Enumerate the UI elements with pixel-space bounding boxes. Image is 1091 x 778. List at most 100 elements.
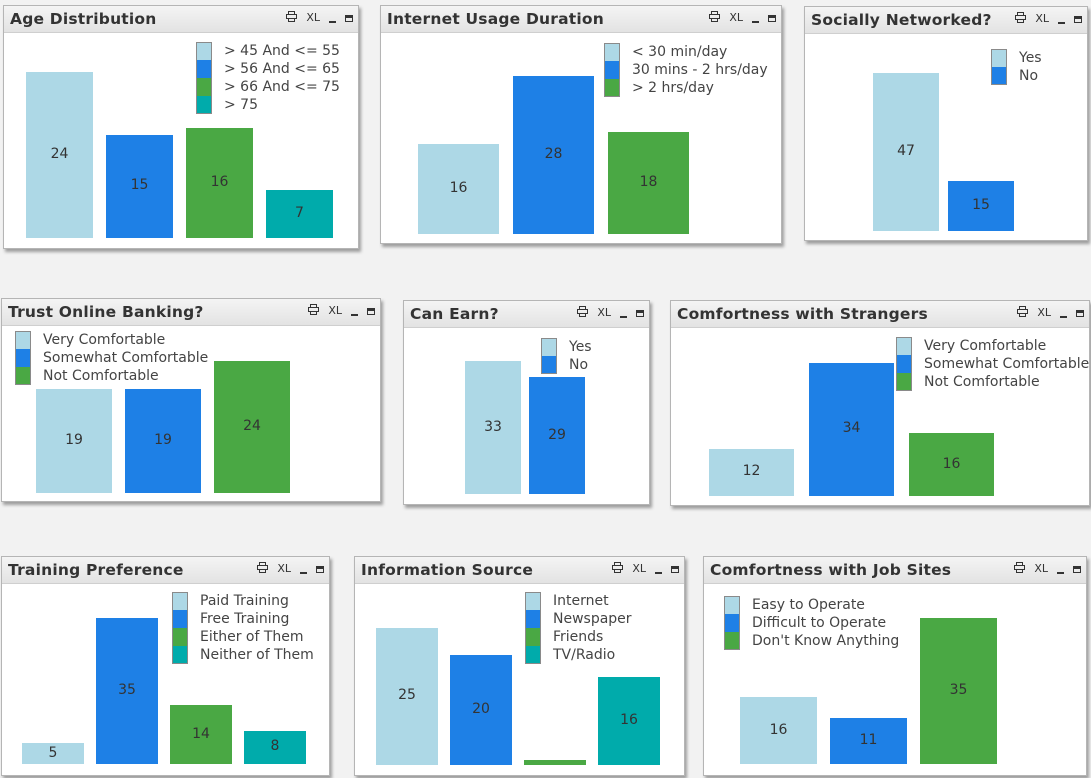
legend-item[interactable]: < 30 min/day (604, 43, 768, 61)
minimize-icon[interactable] (1057, 571, 1064, 574)
legend-item[interactable]: Very Comfortable (896, 337, 1089, 355)
minimize-icon[interactable] (655, 571, 662, 574)
minimize-icon[interactable] (300, 571, 307, 574)
panel-titlebar[interactable]: Socially Networked? XL (805, 7, 1087, 34)
legend-item[interactable]: Either of Them (172, 628, 314, 646)
bar-very-comfortable[interactable] (709, 448, 794, 496)
panel-titlebar[interactable]: Internet Usage Duration XL (381, 6, 781, 33)
legend-item[interactable]: > 75 (196, 96, 340, 114)
bar-newspaper[interactable] (450, 655, 512, 765)
legend-item[interactable]: Don't Know Anything (724, 632, 899, 650)
legend-item[interactable]: Neither of Them (172, 646, 314, 664)
bar-56-and-65[interactable] (106, 134, 173, 238)
panel-titlebar[interactable]: Comfortness with Job Sites XL (704, 557, 1086, 584)
legend-item[interactable]: Newspaper (525, 610, 632, 628)
print-icon[interactable] (1017, 306, 1029, 320)
bar-very-comfortable[interactable] (36, 388, 112, 493)
bar-either-of-them[interactable] (170, 705, 232, 764)
maximize-icon[interactable] (1073, 565, 1081, 573)
legend-item[interactable]: Yes (991, 49, 1042, 67)
bar-yes[interactable] (465, 361, 521, 494)
panel-titlebar[interactable]: Age Distribution XL (4, 6, 358, 33)
legend-item[interactable]: Somewhat Comfortable (896, 355, 1089, 373)
send-to-excel-button[interactable]: XL (277, 562, 291, 575)
legend-item[interactable]: Not Comfortable (896, 373, 1089, 391)
send-to-excel-button[interactable]: XL (328, 304, 342, 317)
minimize-icon[interactable] (1060, 315, 1067, 318)
maximize-icon[interactable] (671, 565, 679, 573)
legend-item[interactable]: Somewhat Comfortable (15, 349, 208, 367)
legend-item[interactable]: TV/Radio (525, 646, 632, 664)
send-to-excel-button[interactable]: XL (1037, 306, 1051, 319)
legend-item[interactable]: Not Comfortable (15, 367, 208, 385)
legend-item[interactable]: Paid Training (172, 592, 314, 610)
bar-paid-training[interactable] (22, 743, 84, 764)
print-icon[interactable] (308, 304, 320, 318)
bar-friends[interactable] (524, 759, 586, 765)
bar-don-t-know-anything[interactable] (920, 617, 997, 764)
bar-no[interactable] (948, 180, 1014, 231)
legend-item[interactable]: > 2 hrs/day (604, 79, 768, 97)
print-icon[interactable] (257, 562, 269, 576)
legend-item[interactable]: > 45 And <= 55 (196, 42, 340, 60)
bar-not-comfortable[interactable] (214, 361, 290, 493)
bar-2-hrs-day[interactable] (608, 132, 689, 234)
panel-titlebar[interactable]: Information Source XL (355, 557, 684, 584)
bar-not-comfortable[interactable] (909, 433, 994, 496)
legend-item[interactable]: Easy to Operate (724, 596, 899, 614)
bar-somewhat-comfortable[interactable] (809, 362, 894, 496)
bar-75[interactable] (266, 189, 333, 238)
legend-item[interactable]: No (541, 356, 592, 374)
panel-titlebar[interactable]: Trust Online Banking? XL (2, 299, 380, 326)
bar-45-and-55[interactable] (26, 72, 93, 238)
minimize-icon[interactable] (329, 20, 336, 23)
send-to-excel-button[interactable]: XL (729, 11, 743, 24)
maximize-icon[interactable] (367, 307, 375, 315)
maximize-icon[interactable] (636, 309, 644, 317)
minimize-icon[interactable] (351, 313, 358, 316)
legend-item[interactable]: Very Comfortable (15, 331, 208, 349)
panel-titlebar[interactable]: Comfortness with Strangers XL (671, 301, 1089, 328)
legend-item[interactable]: 30 mins - 2 hrs/day (604, 61, 768, 79)
legend-item[interactable]: Internet (525, 592, 632, 610)
send-to-excel-button[interactable]: XL (306, 11, 320, 24)
maximize-icon[interactable] (768, 14, 776, 22)
send-to-excel-button[interactable]: XL (1034, 562, 1048, 575)
legend-item[interactable]: > 66 And <= 75 (196, 78, 340, 96)
panel-titlebar[interactable]: Training Preference XL (2, 557, 329, 584)
legend-item[interactable]: No (991, 67, 1042, 85)
panel-titlebar[interactable]: Can Earn? XL (404, 301, 649, 328)
bar-tv-radio[interactable] (598, 677, 660, 765)
legend-item[interactable]: Difficult to Operate (724, 614, 899, 632)
legend-item[interactable]: Free Training (172, 610, 314, 628)
print-icon[interactable] (709, 11, 721, 25)
legend-item[interactable]: Yes (541, 338, 592, 356)
bar-free-training[interactable] (96, 617, 158, 764)
maximize-icon[interactable] (345, 14, 353, 22)
bar-somewhat-comfortable[interactable] (125, 388, 201, 493)
maximize-icon[interactable] (1076, 309, 1084, 317)
bar-difficult-to-operate[interactable] (830, 718, 907, 764)
maximize-icon[interactable] (1074, 15, 1082, 23)
minimize-icon[interactable] (752, 20, 759, 23)
bar-30-min-day[interactable] (418, 143, 499, 234)
bar-neither-of-them[interactable] (244, 730, 306, 764)
bar-30-mins-2-hrs-day[interactable] (513, 76, 594, 234)
send-to-excel-button[interactable]: XL (1035, 12, 1049, 25)
print-icon[interactable] (1015, 12, 1027, 26)
bar-66-and-75[interactable] (186, 127, 253, 238)
maximize-icon[interactable] (316, 565, 324, 573)
minimize-icon[interactable] (1058, 21, 1065, 24)
send-to-excel-button[interactable]: XL (632, 562, 646, 575)
print-icon[interactable] (286, 11, 298, 25)
print-icon[interactable] (1014, 562, 1026, 576)
print-icon[interactable] (577, 306, 589, 320)
legend-item[interactable]: Friends (525, 628, 632, 646)
legend-item[interactable]: > 56 And <= 65 (196, 60, 340, 78)
send-to-excel-button[interactable]: XL (597, 306, 611, 319)
print-icon[interactable] (612, 562, 624, 576)
bar-internet[interactable] (376, 627, 438, 765)
bar-yes[interactable] (873, 73, 939, 231)
minimize-icon[interactable] (620, 315, 627, 318)
bar-easy-to-operate[interactable] (740, 697, 817, 764)
